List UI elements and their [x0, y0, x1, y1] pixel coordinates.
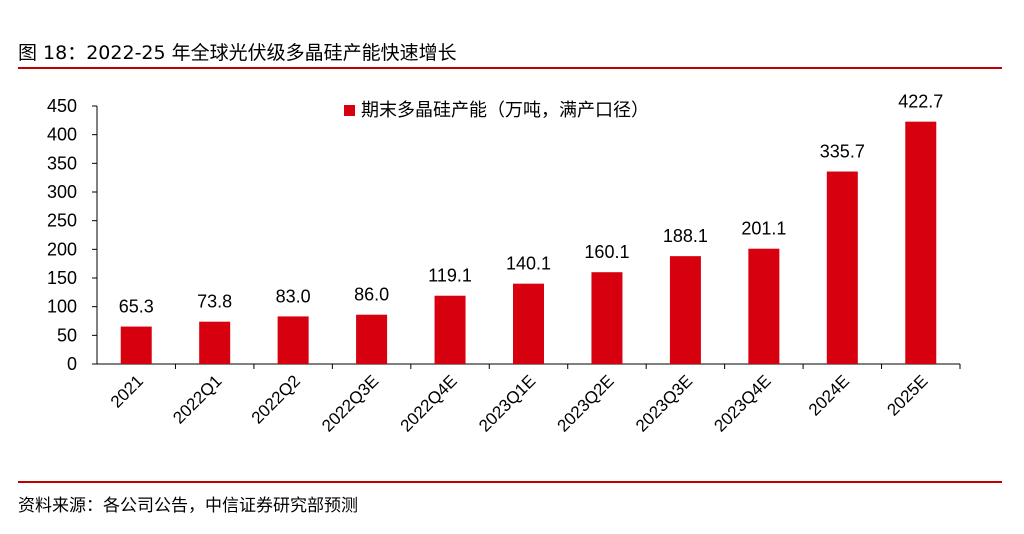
source-divider — [18, 481, 1002, 483]
data-label: 201.1 — [741, 219, 786, 239]
title-divider — [18, 67, 1002, 69]
x-tick-label: 2023Q2E — [554, 371, 618, 435]
bar-chart: 0 50 100 150 200 250 300 350 400 450 2021 2022Q1 202… — [47, 92, 961, 436]
data-label: 335.7 — [820, 142, 865, 162]
figure-title: 图 18：2022-25 年全球光伏级多晶硅产能快速增长 — [18, 42, 457, 64]
bar-2023Q3E — [669, 256, 701, 364]
x-tick-label: 2025E — [883, 371, 931, 419]
x-tick-label: 2024E — [805, 371, 853, 419]
x-tick-label: 2023Q4E — [710, 371, 774, 435]
y-tick-label: 100 — [47, 297, 77, 317]
x-tick-label: 2022Q2 — [248, 371, 304, 427]
y-tick-label: 300 — [47, 182, 77, 202]
x-tick-label: 2022Q4E — [397, 371, 461, 435]
chart-legend: 期末多晶硅产能（万吨，满产口径） — [344, 100, 649, 120]
chart-bars: 65.3 73.8 83.0 86.0 119.1 140.1 160.1 188.1 201.… — [119, 92, 943, 364]
y-tick-label: 50 — [57, 325, 77, 345]
x-tick-label: 2021 — [107, 371, 147, 411]
x-tick-label: 2023Q3E — [632, 371, 696, 435]
x-tick-label: 2022Q1 — [169, 371, 225, 427]
y-tick-label: 150 — [47, 268, 77, 288]
data-label: 160.1 — [584, 242, 629, 262]
x-tick-label: 2022Q3E — [318, 371, 382, 435]
y-tick-label: 0 — [67, 354, 77, 374]
bar-2021 — [120, 326, 152, 364]
data-label: 422.7 — [898, 92, 943, 112]
y-tick-label: 350 — [47, 153, 77, 173]
y-tick-label: 400 — [47, 125, 77, 145]
legend-label: 期末多晶硅产能（万吨，满产口径） — [361, 100, 649, 120]
bar-2022Q2 — [277, 316, 309, 364]
bar-2023Q2E — [591, 272, 623, 364]
y-tick-label: 200 — [47, 239, 77, 259]
data-label: 119.1 — [428, 266, 472, 286]
bar-2025E — [905, 121, 937, 364]
y-tick-label: 250 — [47, 211, 77, 231]
bar-2022Q1 — [199, 321, 231, 364]
data-label: 86.0 — [354, 285, 389, 305]
data-label: 188.1 — [663, 226, 708, 246]
data-label: 65.3 — [119, 297, 154, 317]
bar-2023Q4E — [748, 248, 780, 364]
bar-2024E — [826, 171, 858, 364]
bar-2022Q3E — [356, 314, 388, 364]
bar-2022Q4E — [434, 295, 466, 364]
data-label: 140.1 — [506, 254, 551, 274]
y-tick-label: 450 — [47, 96, 77, 116]
data-label: 73.8 — [197, 292, 232, 312]
source-note: 资料来源：各公司公告，中信证券研究部预测 — [18, 496, 358, 516]
legend-swatch — [344, 105, 355, 116]
x-tick-label: 2023Q1E — [475, 371, 539, 435]
bar-2023Q1E — [513, 283, 544, 364]
data-label: 83.0 — [276, 286, 311, 306]
